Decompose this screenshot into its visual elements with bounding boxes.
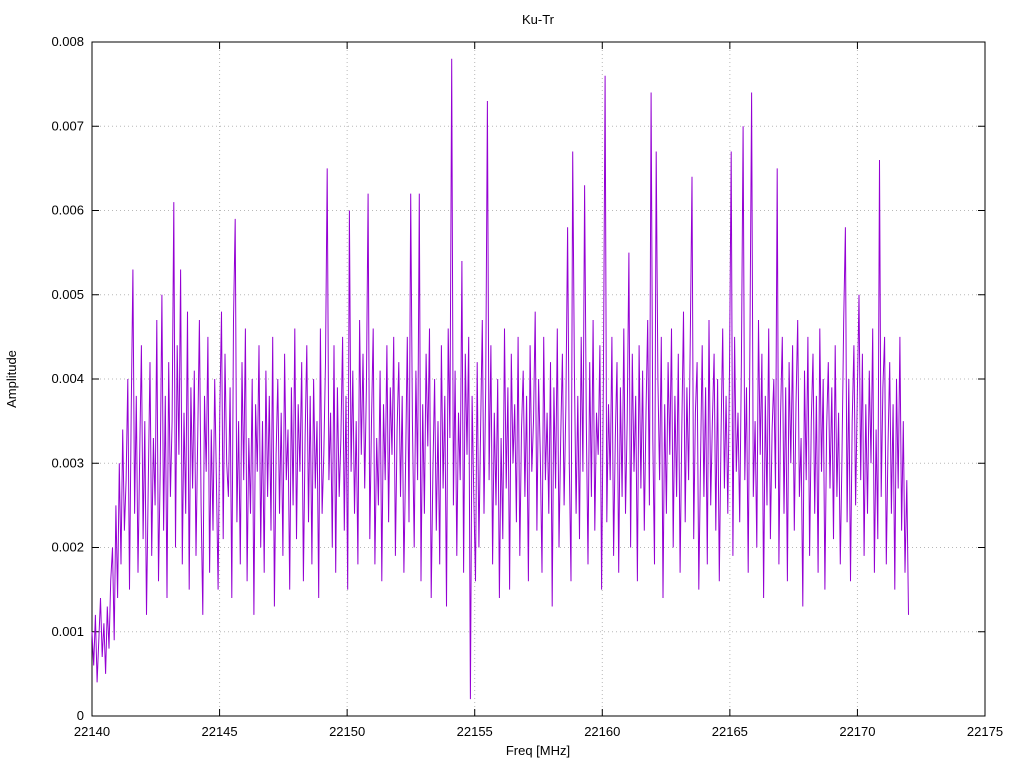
x-tick-label: 22160 xyxy=(584,724,620,739)
y-tick-label: 0.007 xyxy=(51,118,84,133)
x-tick-label: 22155 xyxy=(457,724,493,739)
x-tick-label: 22140 xyxy=(74,724,110,739)
x-tick-label: 22165 xyxy=(712,724,748,739)
y-tick-label: 0.006 xyxy=(51,203,84,218)
y-tick-label: 0.001 xyxy=(51,624,84,639)
y-tick-label: 0.002 xyxy=(51,540,84,555)
tick-marks xyxy=(91,41,986,717)
y-tick-label: 0.003 xyxy=(51,455,84,470)
x-tick-label: 22150 xyxy=(329,724,365,739)
y-tick-label: 0.005 xyxy=(51,287,84,302)
x-tick-label: 22170 xyxy=(839,724,875,739)
y-tick-label: 0.004 xyxy=(51,371,84,386)
x-axis-label: Freq [MHz] xyxy=(506,743,570,758)
y-axis-label: Amplitude xyxy=(4,350,19,408)
chart-title: Ku-Tr xyxy=(522,12,555,27)
x-tick-label: 22145 xyxy=(201,724,237,739)
x-tick-label: 22175 xyxy=(967,724,1003,739)
tick-labels: 22140 22145 22150 22155 22160 22165 22170 22175… xyxy=(51,34,1003,739)
y-tick-label: 0.008 xyxy=(51,34,84,49)
data-series xyxy=(91,58,909,700)
spectrum-trace xyxy=(91,58,909,700)
y-tick-label: 0 xyxy=(77,708,84,723)
